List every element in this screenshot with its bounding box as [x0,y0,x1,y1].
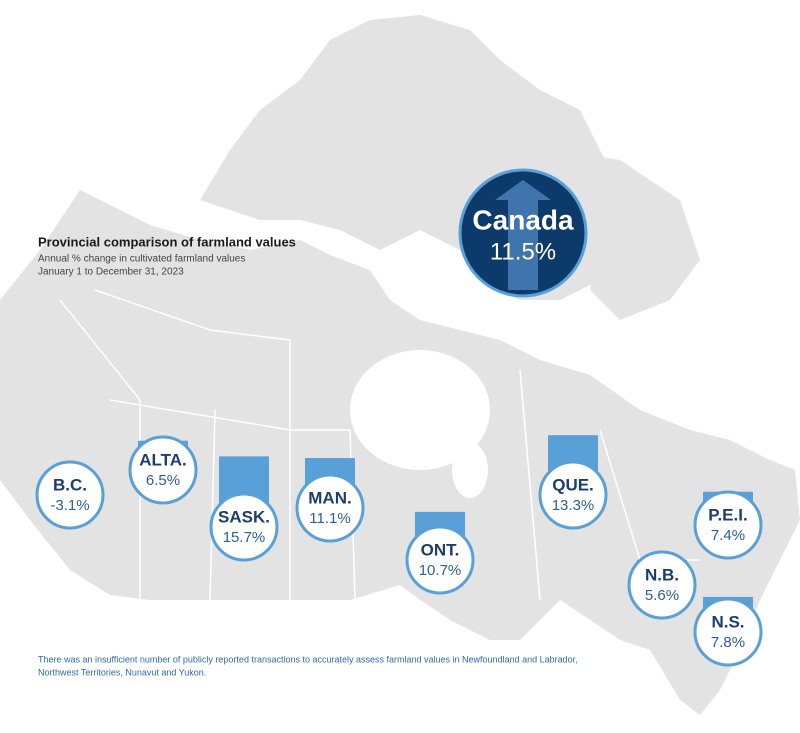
baffin-island [560,150,700,320]
title: Provincial comparison of farmland values [38,234,296,249]
province-badge: ALTA. 6.5% [128,435,198,505]
province-badge: N.B. 5.6% [627,550,697,620]
border [209,409,216,601]
province-name: N.S. [711,612,744,631]
badge-circle [693,490,763,560]
province-badge: SASK. 15.7% [209,456,279,562]
province-name: MAN. [308,488,351,507]
badge-circle [693,597,763,667]
province-value: 11.1% [309,510,350,527]
province-name: QUE. [552,475,594,494]
province-badge: N.S. 7.8% [693,596,763,667]
badge-circle [405,525,475,595]
province-badge: B.C. -3.1% [35,460,105,530]
badge-circle [209,492,279,562]
province-value: 7.8% [711,634,745,651]
border [519,369,541,601]
province-name: ONT. [421,540,460,559]
national-badge: Canada 11.5% [458,168,588,298]
province-name: B.C. [53,475,87,494]
border [59,299,141,401]
province-name: ALTA. [139,450,187,469]
province-badge: P.E.I. 7.4% [693,490,763,560]
province-value: 6.5% [146,472,180,489]
up-arrow [495,180,551,290]
province-badge: QUE. 13.3% [538,435,608,530]
badge-circle [295,473,365,543]
james-bay [452,442,488,498]
province-value: -3.1% [50,497,89,514]
province-name: P.E.I. [708,505,747,524]
province-value: 13.3% [552,497,595,514]
province-value: 15.7% [223,529,266,546]
province-value: 5.6% [645,587,679,604]
province-value: 7.4% [711,527,745,544]
national-value: 11.5% [490,238,556,265]
badge-circle [128,435,198,505]
province-name: N.B. [645,565,679,584]
hudson-bay [350,350,490,470]
badge-circle [627,550,697,620]
subtitle: Annual % change in cultivated farmland v… [38,254,245,265]
province-badge: MAN. 11.1% [295,458,365,543]
province-name: SASK. [218,507,270,526]
border [94,289,291,341]
province-badge: ONT. 10.7% [405,511,475,595]
footnote: Northwest Territories, Nunavut and Yukon… [38,667,206,677]
badge-circle [35,460,105,530]
footnote: There was an insufficient number of publ… [38,654,578,664]
badge-circle [538,460,608,530]
period: January 1 to December 31, 2023 [38,267,184,278]
national-name: Canada [472,204,574,235]
province-value: 10.7% [419,562,462,579]
